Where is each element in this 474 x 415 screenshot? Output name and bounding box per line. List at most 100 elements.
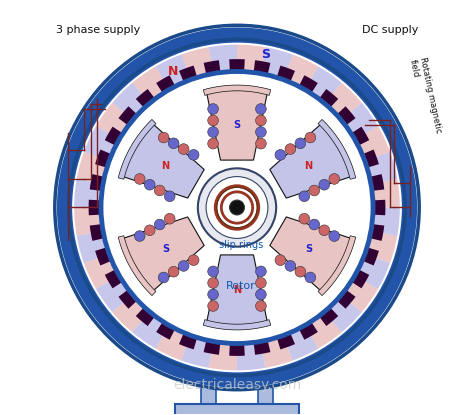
Polygon shape bbox=[136, 307, 155, 326]
Polygon shape bbox=[105, 269, 123, 288]
Polygon shape bbox=[337, 106, 356, 126]
Text: N: N bbox=[162, 161, 170, 171]
Polygon shape bbox=[96, 276, 131, 312]
Polygon shape bbox=[156, 322, 175, 340]
Text: S: S bbox=[162, 244, 169, 254]
Polygon shape bbox=[326, 83, 362, 119]
Polygon shape bbox=[118, 120, 156, 179]
Text: Rotor: Rotor bbox=[226, 281, 256, 291]
Text: N: N bbox=[168, 65, 178, 78]
Polygon shape bbox=[318, 120, 356, 179]
Polygon shape bbox=[237, 344, 265, 370]
Circle shape bbox=[155, 185, 165, 196]
Polygon shape bbox=[96, 103, 131, 139]
Circle shape bbox=[178, 144, 189, 154]
Polygon shape bbox=[112, 296, 148, 332]
Circle shape bbox=[329, 173, 340, 184]
Polygon shape bbox=[362, 247, 379, 266]
Circle shape bbox=[255, 127, 266, 137]
Circle shape bbox=[255, 278, 266, 288]
Polygon shape bbox=[209, 344, 237, 370]
Circle shape bbox=[255, 104, 266, 115]
Circle shape bbox=[198, 168, 276, 247]
Polygon shape bbox=[277, 66, 295, 82]
Polygon shape bbox=[299, 75, 318, 93]
Polygon shape bbox=[95, 149, 112, 168]
Polygon shape bbox=[370, 224, 384, 241]
Circle shape bbox=[299, 213, 310, 224]
Circle shape bbox=[275, 149, 286, 160]
Circle shape bbox=[329, 231, 340, 242]
Polygon shape bbox=[343, 276, 378, 312]
Polygon shape bbox=[112, 83, 148, 119]
Polygon shape bbox=[120, 122, 204, 198]
Polygon shape bbox=[204, 60, 220, 75]
Circle shape bbox=[305, 272, 316, 283]
Polygon shape bbox=[118, 106, 137, 126]
Polygon shape bbox=[306, 313, 342, 349]
Circle shape bbox=[255, 115, 266, 126]
Polygon shape bbox=[351, 127, 369, 146]
Circle shape bbox=[208, 115, 219, 126]
Circle shape bbox=[164, 191, 175, 202]
Circle shape bbox=[158, 272, 169, 283]
Polygon shape bbox=[77, 152, 107, 183]
Polygon shape bbox=[270, 122, 354, 198]
Polygon shape bbox=[74, 208, 101, 236]
Text: 3 phase supply: 3 phase supply bbox=[55, 25, 140, 35]
Text: S: S bbox=[305, 244, 312, 254]
Polygon shape bbox=[90, 224, 104, 241]
Polygon shape bbox=[343, 103, 378, 139]
Circle shape bbox=[299, 191, 310, 202]
Polygon shape bbox=[254, 340, 270, 355]
Circle shape bbox=[208, 266, 219, 277]
Text: N: N bbox=[233, 285, 241, 295]
Polygon shape bbox=[155, 327, 190, 361]
Circle shape bbox=[188, 149, 199, 160]
Text: N: N bbox=[304, 161, 312, 171]
Polygon shape bbox=[156, 75, 175, 93]
Circle shape bbox=[309, 219, 319, 230]
Circle shape bbox=[319, 225, 329, 236]
Text: S: S bbox=[261, 49, 270, 61]
Circle shape bbox=[255, 289, 266, 300]
Polygon shape bbox=[356, 126, 390, 160]
Polygon shape bbox=[206, 255, 268, 325]
Polygon shape bbox=[136, 89, 155, 108]
Circle shape bbox=[134, 173, 145, 184]
Bar bbox=[201, 381, 216, 405]
Polygon shape bbox=[118, 289, 137, 309]
Polygon shape bbox=[206, 90, 268, 160]
Polygon shape bbox=[277, 333, 295, 349]
Polygon shape bbox=[284, 327, 319, 361]
Circle shape bbox=[285, 144, 296, 154]
Polygon shape bbox=[318, 236, 356, 295]
Circle shape bbox=[305, 132, 316, 143]
Circle shape bbox=[208, 104, 219, 115]
Polygon shape bbox=[367, 232, 397, 263]
Polygon shape bbox=[373, 200, 385, 215]
Polygon shape bbox=[84, 255, 118, 289]
Bar bbox=[175, 404, 299, 415]
Polygon shape bbox=[132, 66, 168, 102]
Polygon shape bbox=[351, 269, 369, 288]
Text: DC supply: DC supply bbox=[362, 25, 419, 35]
Polygon shape bbox=[229, 59, 245, 72]
Circle shape bbox=[319, 179, 329, 190]
Circle shape bbox=[229, 200, 245, 215]
Circle shape bbox=[145, 179, 155, 190]
Polygon shape bbox=[204, 340, 220, 355]
Circle shape bbox=[178, 261, 189, 271]
Polygon shape bbox=[370, 174, 384, 191]
Polygon shape bbox=[337, 289, 356, 309]
Circle shape bbox=[188, 255, 199, 266]
Polygon shape bbox=[299, 322, 318, 340]
Polygon shape bbox=[203, 320, 271, 330]
Polygon shape bbox=[182, 337, 213, 368]
Polygon shape bbox=[261, 337, 292, 368]
Polygon shape bbox=[89, 200, 101, 215]
Circle shape bbox=[168, 266, 179, 277]
Polygon shape bbox=[209, 45, 237, 71]
Circle shape bbox=[208, 138, 219, 149]
Polygon shape bbox=[367, 152, 397, 183]
